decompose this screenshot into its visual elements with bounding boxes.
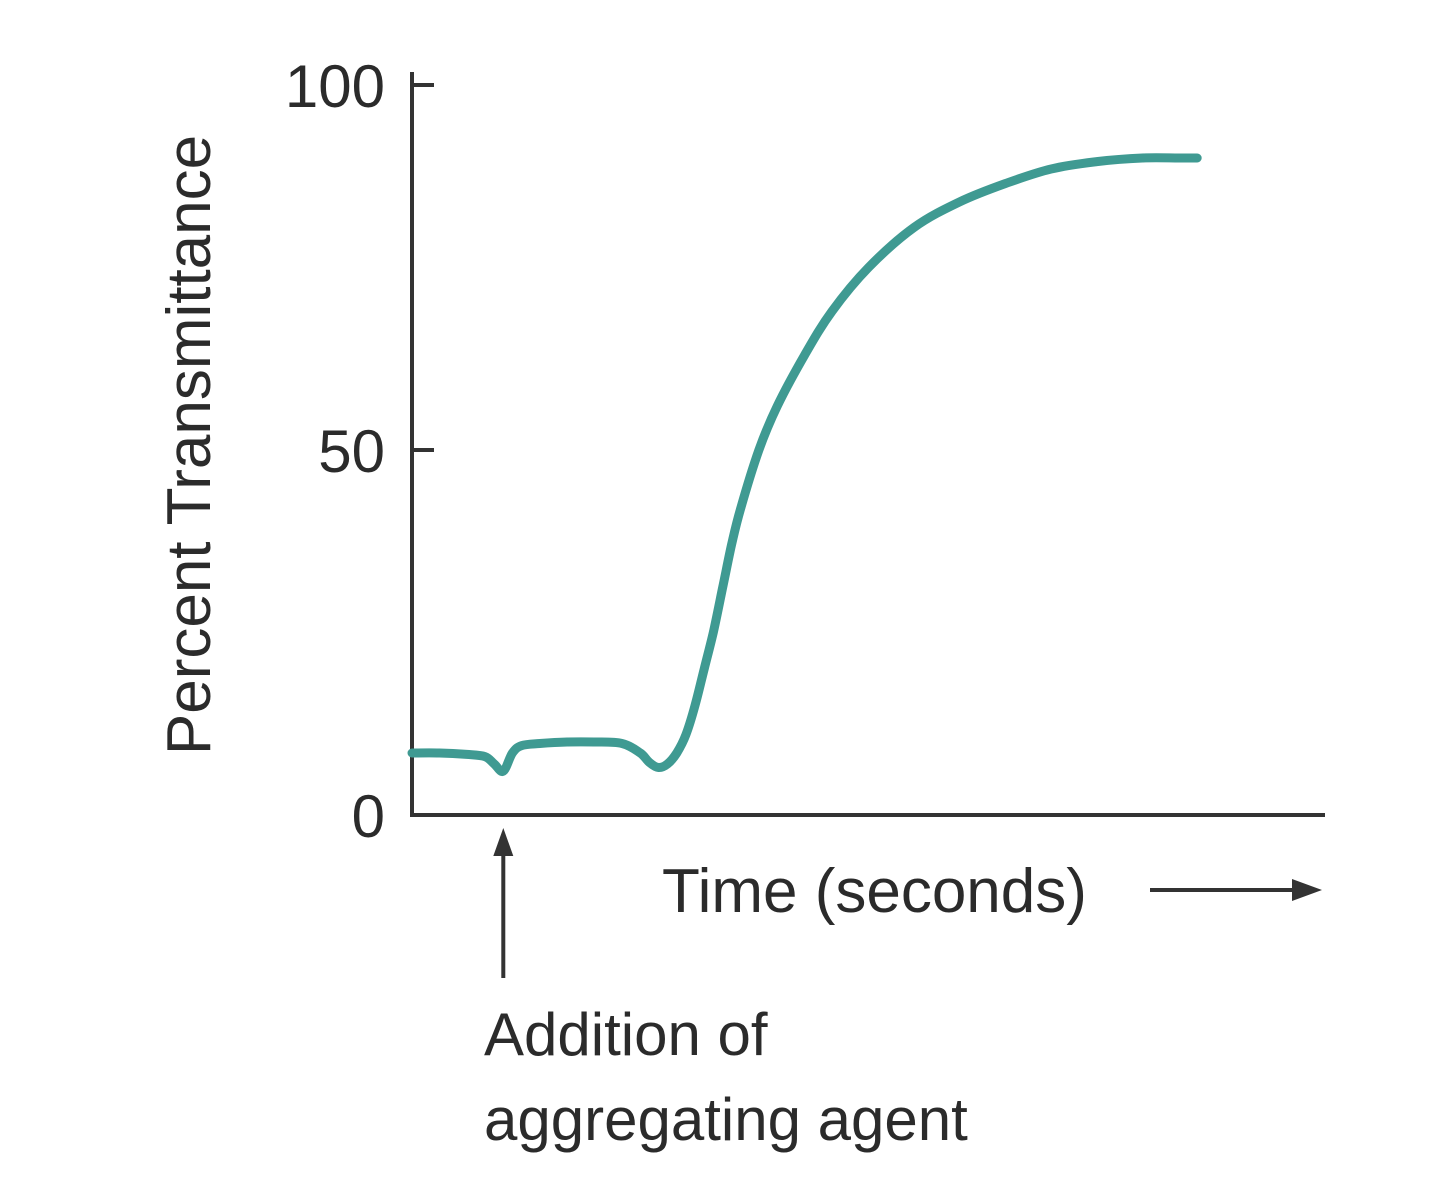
y-tick-label: 50 [318, 418, 385, 485]
x-axis-arrow [1150, 879, 1322, 901]
y-ticks: 0 50 100 [285, 53, 434, 850]
y-tick-label: 100 [285, 53, 385, 120]
series-line [407, 153, 1202, 776]
x-axis-label: Time (seconds) [662, 857, 1087, 926]
annotation-line-2: aggregating agent [484, 1086, 968, 1153]
annotation-line-1: Addition of [484, 1001, 768, 1068]
annotation-arrow [493, 828, 514, 978]
y-axis-label: Percent Transmittance [155, 135, 224, 755]
y-tick-label: 0 [352, 783, 385, 850]
